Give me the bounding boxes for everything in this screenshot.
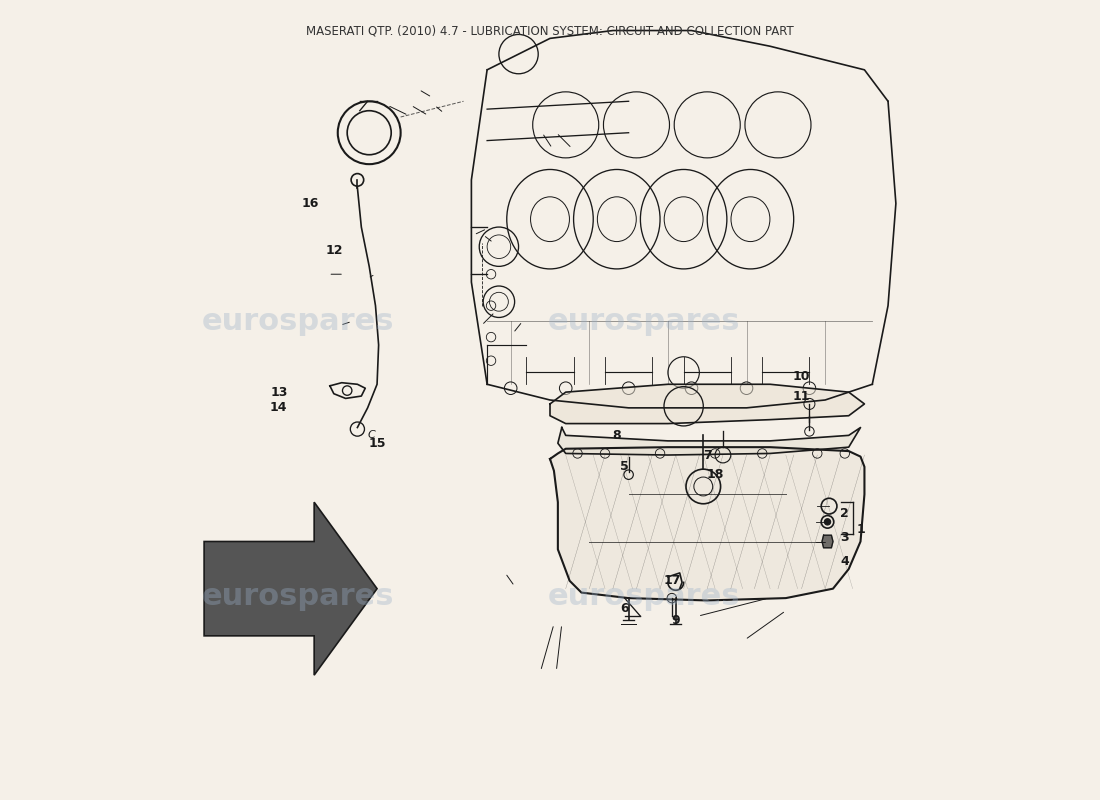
Text: eurospares: eurospares [202, 582, 395, 611]
Text: 8: 8 [613, 429, 621, 442]
Polygon shape [558, 427, 860, 455]
Text: 10: 10 [793, 370, 811, 383]
Text: C: C [367, 430, 375, 440]
Text: 9: 9 [671, 614, 680, 626]
Polygon shape [550, 447, 865, 601]
Polygon shape [550, 384, 865, 423]
Text: 3: 3 [840, 531, 849, 544]
Text: 12: 12 [326, 244, 342, 257]
Text: 18: 18 [706, 468, 724, 481]
Text: eurospares: eurospares [202, 307, 395, 336]
Text: eurospares: eurospares [548, 307, 740, 336]
Text: 2: 2 [840, 507, 849, 521]
Text: 14: 14 [270, 402, 287, 414]
Text: 17: 17 [663, 574, 681, 587]
Text: 16: 16 [301, 197, 319, 210]
Text: 13: 13 [271, 386, 287, 398]
Text: MASERATI QTP. (2010) 4.7 - LUBRICATION SYSTEM: CIRCUIT AND COLLECTION PART: MASERATI QTP. (2010) 4.7 - LUBRICATION S… [306, 24, 794, 37]
Circle shape [824, 518, 830, 525]
Text: eurospares: eurospares [548, 582, 740, 611]
Text: 5: 5 [620, 460, 629, 474]
Polygon shape [822, 535, 833, 548]
Text: 15: 15 [368, 437, 386, 450]
Text: 7: 7 [703, 449, 712, 462]
Polygon shape [205, 502, 377, 675]
Text: 4: 4 [840, 554, 849, 568]
Text: 11: 11 [793, 390, 811, 402]
Text: 1: 1 [856, 523, 865, 536]
Text: 6: 6 [620, 602, 629, 615]
